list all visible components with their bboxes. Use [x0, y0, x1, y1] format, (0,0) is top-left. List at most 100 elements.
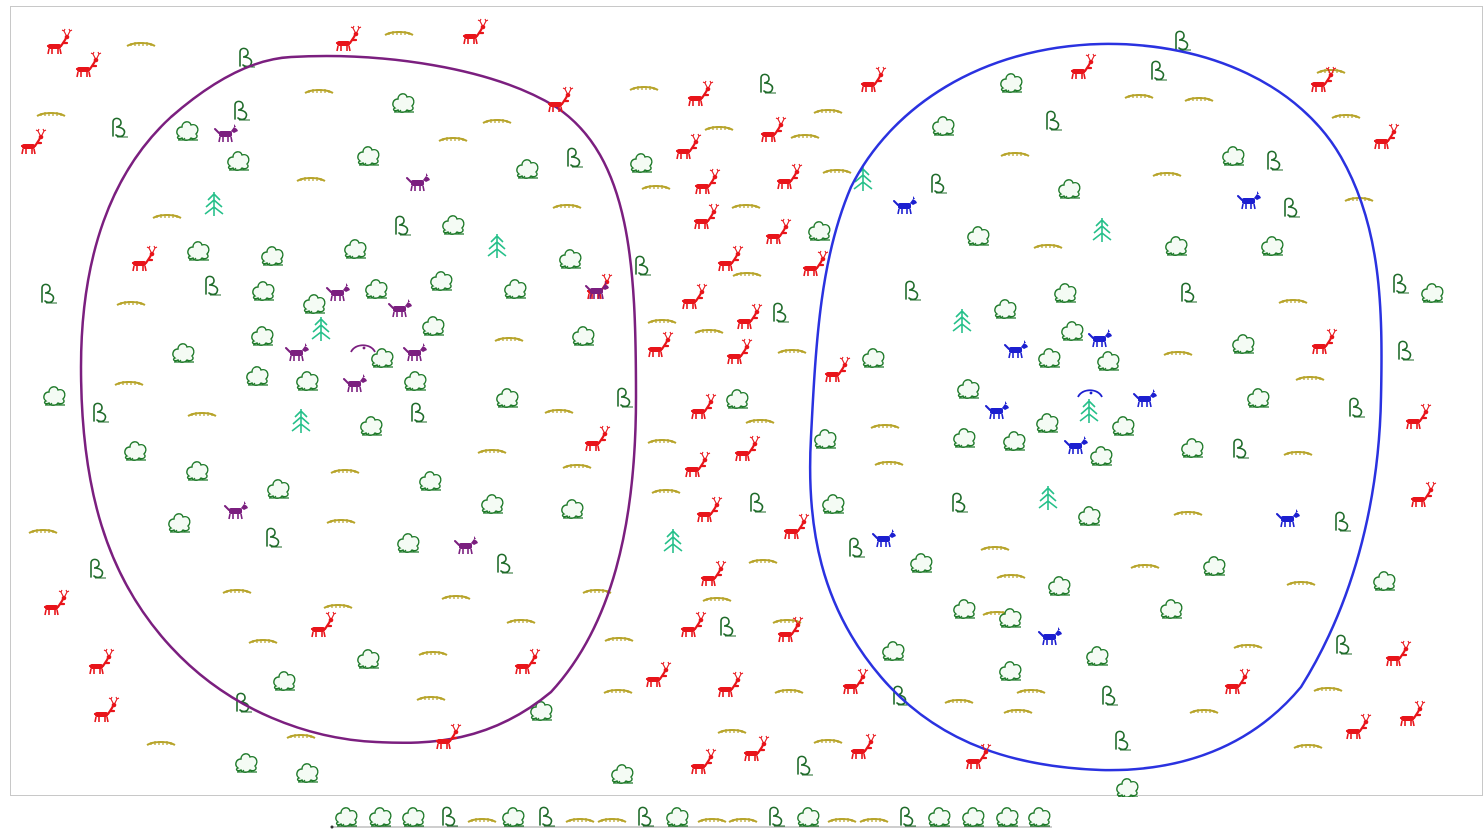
wolf-icon[interactable] [872, 529, 896, 548]
wolf-icon[interactable] [585, 281, 609, 300]
deer-icon[interactable] [726, 338, 753, 365]
deer-icon[interactable] [743, 735, 770, 762]
bush-icon [999, 661, 1022, 681]
deer-icon[interactable] [46, 28, 73, 55]
deer-icon[interactable] [1373, 123, 1400, 150]
deer-icon[interactable] [824, 356, 851, 383]
deer-icon[interactable] [1410, 481, 1437, 508]
deer-icon[interactable] [645, 661, 672, 688]
wolf-icon[interactable] [893, 196, 917, 215]
wolf-icon[interactable] [1038, 627, 1062, 646]
deer-icon[interactable] [1224, 668, 1251, 695]
deer-icon[interactable] [93, 696, 120, 723]
deer-icon[interactable] [842, 668, 869, 695]
wolf-icon[interactable] [1088, 329, 1112, 348]
deer-icon[interactable] [694, 168, 721, 195]
deer-icon[interactable] [586, 273, 613, 300]
deer-icon[interactable] [717, 671, 744, 698]
grass-tuft-icon [647, 439, 677, 444]
bush-icon [442, 215, 465, 235]
deer-icon[interactable] [783, 513, 810, 540]
deer-icon[interactable] [584, 425, 611, 452]
wolf-icon[interactable] [403, 343, 427, 362]
deer-icon[interactable] [1345, 713, 1372, 740]
wolf-icon[interactable] [454, 536, 478, 555]
deer-icon[interactable] [802, 250, 829, 277]
deer-icon[interactable] [1310, 66, 1337, 93]
curl-plant-icon [234, 100, 250, 121]
bush-icon [496, 388, 519, 408]
deer-icon[interactable] [690, 393, 717, 420]
bush-icon [1181, 438, 1204, 458]
deer-icon[interactable] [1399, 700, 1426, 727]
deer-icon[interactable] [684, 451, 711, 478]
wolf-icon[interactable] [985, 401, 1009, 420]
deer-icon[interactable] [131, 245, 158, 272]
grass-tuft-icon [604, 637, 634, 642]
curl-plant-icon [931, 173, 947, 194]
grass-tuft-icon [641, 185, 671, 190]
deer-icon[interactable] [514, 648, 541, 675]
deer-icon[interactable] [736, 303, 763, 330]
deer-icon[interactable] [647, 331, 674, 358]
deer-icon[interactable] [717, 245, 744, 272]
deer-icon[interactable] [734, 435, 761, 462]
grass-tuft-icon [597, 818, 627, 823]
pine-tree-icon [663, 529, 683, 553]
deer-icon[interactable] [462, 18, 489, 45]
deer-icon[interactable] [1405, 403, 1432, 430]
deer-icon[interactable] [687, 80, 714, 107]
wolf-icon[interactable] [214, 124, 238, 143]
grass-tuft-icon [777, 349, 807, 354]
deer-icon[interactable] [681, 283, 708, 310]
grass-tuft-icon [1033, 244, 1063, 249]
deer-icon[interactable] [675, 133, 702, 160]
grass-tuft-icon [1316, 69, 1346, 74]
wolf-icon[interactable] [326, 283, 350, 302]
wolf-icon[interactable] [224, 501, 248, 520]
bush-icon [808, 221, 831, 241]
deer-icon[interactable] [1070, 53, 1097, 80]
deer-icon[interactable] [777, 616, 804, 643]
deer-icon[interactable] [696, 496, 723, 523]
deer-icon[interactable] [88, 648, 115, 675]
deer-icon[interactable] [435, 723, 462, 750]
pine-tree-icon [487, 234, 507, 258]
wolf-icon[interactable] [1133, 389, 1157, 408]
curl-plant-icon [797, 755, 813, 776]
deer-icon[interactable] [335, 25, 362, 52]
deer-icon[interactable] [860, 66, 887, 93]
grass-tuft-icon [717, 729, 747, 734]
deer-icon[interactable] [690, 748, 717, 775]
deer-icon[interactable] [965, 743, 992, 770]
bush-icon [1054, 283, 1077, 303]
wolf-icon[interactable] [1237, 191, 1261, 210]
deer-icon[interactable] [547, 86, 574, 113]
curl-plant-icon [411, 402, 427, 423]
curl-plant-icon [1175, 30, 1191, 51]
wolf-icon[interactable] [1064, 436, 1088, 455]
bush-icon [397, 533, 420, 553]
wolf-icon[interactable] [285, 343, 309, 362]
deer-icon[interactable] [1385, 640, 1412, 667]
wolf-icon[interactable] [1276, 509, 1300, 528]
wolf-icon[interactable] [343, 374, 367, 393]
deer-icon[interactable] [700, 560, 727, 587]
deer-icon[interactable] [693, 203, 720, 230]
bush-icon [261, 246, 284, 266]
deer-icon[interactable] [765, 218, 792, 245]
bush-icon [1160, 599, 1183, 619]
wolf-icon[interactable] [1004, 340, 1028, 359]
deer-icon[interactable] [850, 733, 877, 760]
deer-icon[interactable] [310, 611, 337, 638]
deer-icon[interactable] [75, 51, 102, 78]
wolf-icon[interactable] [388, 299, 412, 318]
deer-icon[interactable] [680, 611, 707, 638]
deer-icon[interactable] [1311, 328, 1338, 355]
deer-icon[interactable] [760, 116, 787, 143]
wolf-icon[interactable] [406, 173, 430, 192]
deer-icon[interactable] [20, 128, 47, 155]
grass-tuft-icon [1278, 299, 1308, 304]
deer-icon[interactable] [43, 589, 70, 616]
deer-icon[interactable] [776, 163, 803, 190]
